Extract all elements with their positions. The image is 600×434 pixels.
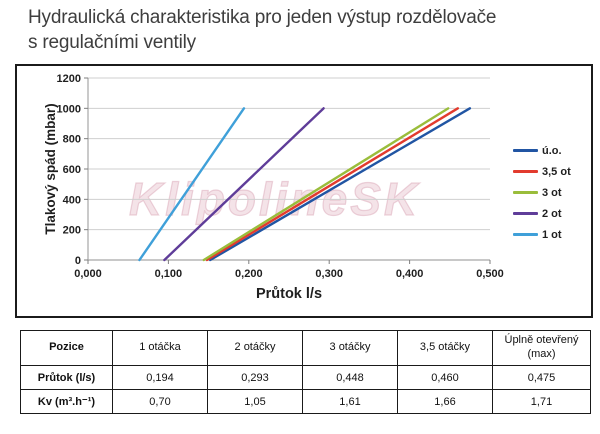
series-line-3-5-ot <box>205 107 460 262</box>
chart-legend: ú.o. 3,5 ot 3 ot 2 ot 1 ot <box>513 140 589 245</box>
y-tick-label: 400 <box>63 194 81 206</box>
table-cell: 1,71 <box>492 389 591 414</box>
x-tick-label: 0,000 <box>74 268 102 280</box>
line-chart-canvas: 0,000 0,100 0,200 0,300 0,400 0,500 0 200 400 600… <box>43 73 504 302</box>
page-title: Hydraulická charakteristika pro jeden vý… <box>28 6 588 55</box>
page-title-line2: s regulačními ventily <box>28 31 196 53</box>
table-cell: 0,448 <box>302 365 398 390</box>
y-tick-label: 600 <box>63 164 81 176</box>
table-cell: 0,194 <box>112 365 208 390</box>
results-table: Pozice 1 otáčka 2 otáčky 3 otáčky 3,5 otáčky… <box>20 330 591 414</box>
legend-label: ú.o. <box>542 144 562 157</box>
table-cell: 0,70 <box>112 389 208 414</box>
series-line--o- <box>209 107 472 262</box>
series-line-2-ot <box>163 107 325 262</box>
legend-item: 2 ot <box>513 203 589 224</box>
table-header-cell: 1 otáčka <box>112 330 208 366</box>
y-tick-label: 200 <box>63 225 81 237</box>
legend-label: 3 ot <box>542 186 562 199</box>
y-tick-label: 1200 <box>57 73 81 85</box>
x-tick-label: 0,500 <box>476 268 504 280</box>
table-cell: 0,475 <box>492 365 591 390</box>
legend-item: 1 ot <box>513 224 589 245</box>
y-tick-label: 800 <box>63 134 81 146</box>
y-tick-label: 1000 <box>57 103 81 115</box>
x-tick-label: 0,400 <box>396 268 424 280</box>
legend-item: 3,5 ot <box>513 161 589 182</box>
table-header-cell: 2 otáčky <box>207 330 303 366</box>
series-line-3-ot <box>202 107 450 262</box>
table-cell: 0,460 <box>397 365 493 390</box>
chart-container: KlipolineSK 0,000 0,100 0,200 0,300 0,400 0,5… <box>15 64 593 318</box>
x-tick-label: 0,100 <box>155 268 183 280</box>
legend-line-swatch <box>513 212 538 215</box>
legend-label: 3,5 ot <box>542 165 571 178</box>
table-cell: 1,66 <box>397 389 493 414</box>
table-row-label: Kv (m³.h⁻¹) <box>20 389 113 414</box>
legend-line-swatch <box>513 149 538 152</box>
x-tick-label: 0,300 <box>315 268 343 280</box>
table-cell: 1,61 <box>302 389 398 414</box>
table-row-label: Průtok (l/s) <box>20 365 113 390</box>
table-header-cell: 3 otáčky <box>302 330 398 366</box>
table-row: Průtok (l/s) 0,194 0,293 0,448 0,460 0,475 <box>20 365 591 390</box>
legend-line-swatch <box>513 233 538 236</box>
table-row: Kv (m³.h⁻¹) 0,70 1,05 1,61 1,66 1,71 <box>20 389 591 414</box>
results-table-wrap: Pozice 1 otáčka 2 otáčky 3 otáčky 3,5 otáčky… <box>20 330 591 414</box>
table-header-pozice: Pozice <box>20 330 113 366</box>
legend-item: ú.o. <box>513 140 589 161</box>
table-header-cell: 3,5 otáčky <box>397 330 493 366</box>
table-cell: 0,293 <box>207 365 303 390</box>
table-cell: 1,05 <box>207 389 303 414</box>
legend-label: 2 ot <box>542 207 562 220</box>
x-axis-title: Průtok l/s <box>256 286 322 302</box>
y-axis-title: Tlakový spád (mbar) <box>43 103 58 234</box>
y-tick-label: 0 <box>75 255 81 267</box>
legend-line-swatch <box>513 170 538 173</box>
table-header-cell: Úplně otevřený (max) <box>492 330 591 366</box>
legend-line-swatch <box>513 191 538 194</box>
legend-item: 3 ot <box>513 182 589 203</box>
page-title-line1: Hydraulická charakteristika pro jeden vý… <box>28 7 497 28</box>
series-line-1-ot <box>138 107 246 262</box>
x-tick-label: 0,200 <box>235 268 263 280</box>
legend-label: 1 ot <box>542 228 562 241</box>
